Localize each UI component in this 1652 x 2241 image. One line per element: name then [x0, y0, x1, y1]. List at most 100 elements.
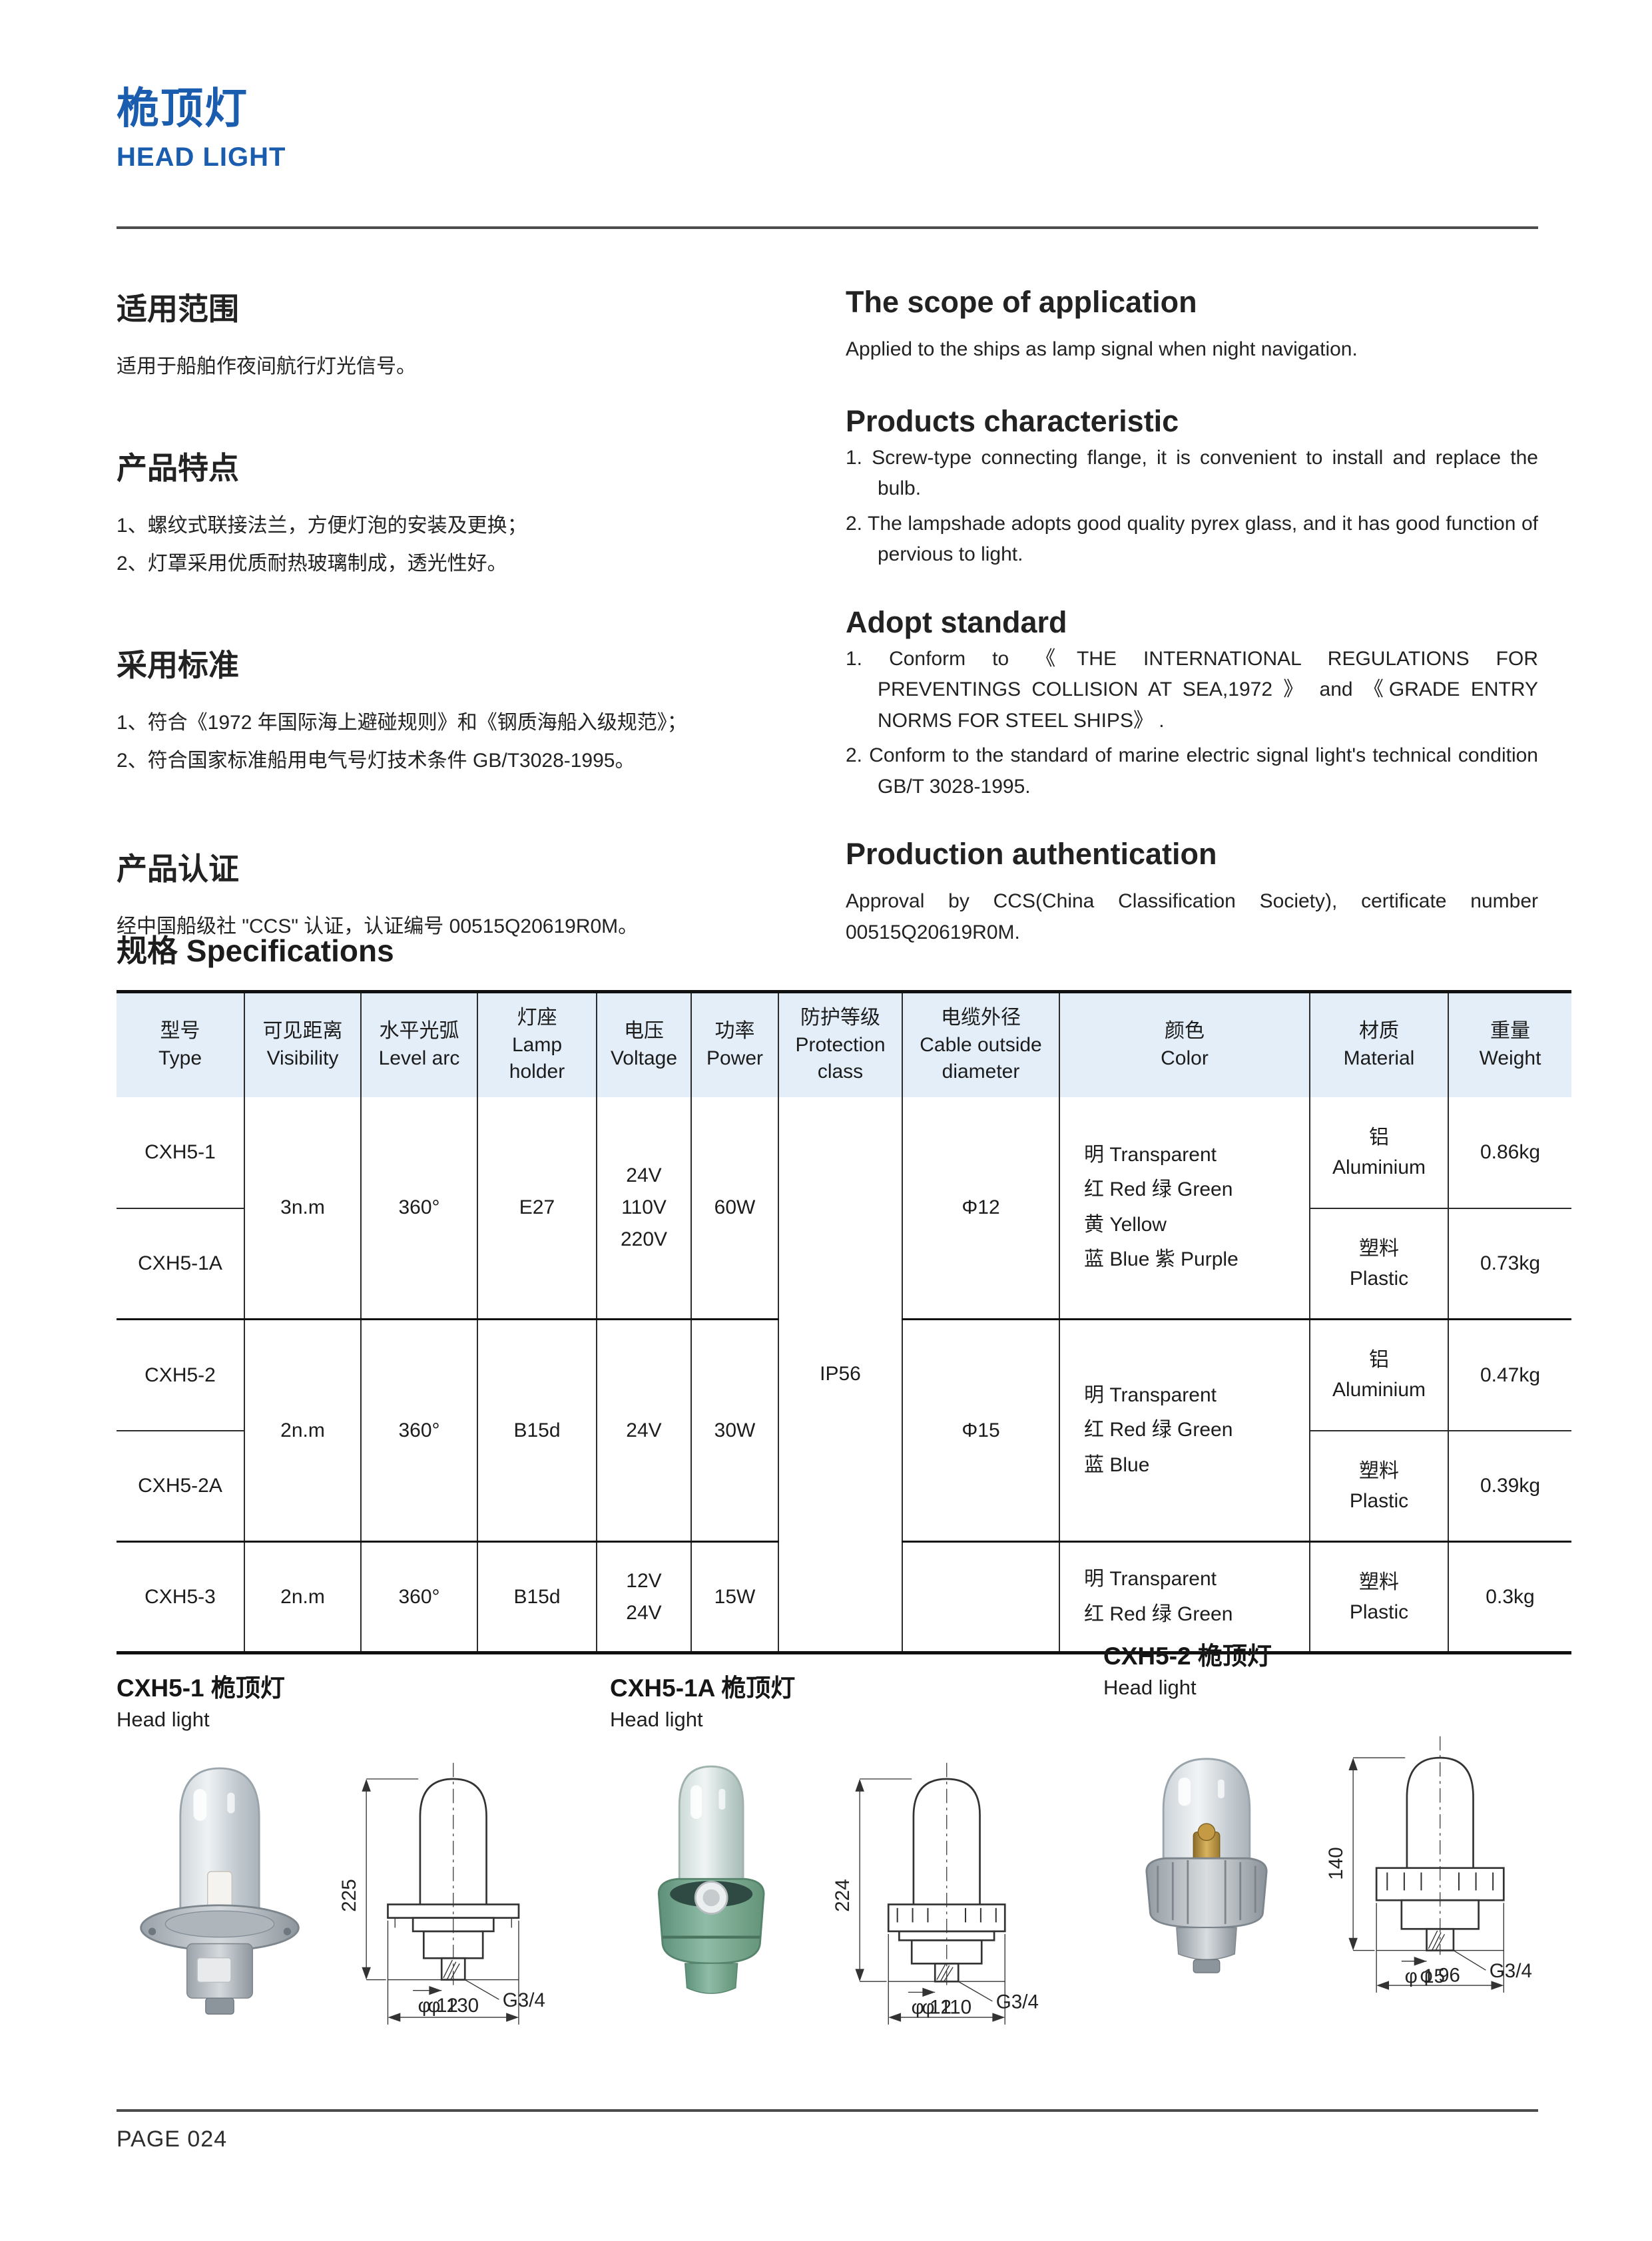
section-item: 2. The lampshade adopts good quality pyr… — [846, 512, 1538, 566]
col-header-material: 材质 Material — [1309, 991, 1448, 1097]
section-body-auth-en: Approval by CCS(China Classification Soc… — [846, 890, 1538, 943]
cell-material: 塑料 Plastic — [1309, 1429, 1448, 1542]
cell-color: 明 Transparent 红 Red 绿 Green 蓝 Blue — [1059, 1318, 1310, 1542]
cell-voltage: 24V — [596, 1318, 691, 1542]
cell-visibility: 2n.m — [244, 1541, 361, 1653]
product-subtitle: Head light — [610, 1708, 703, 1731]
svg-text:φ 12: φ 12 — [418, 1995, 458, 2017]
page-number: PAGE 024 — [117, 2126, 228, 2152]
cell-cable-diameter: Φ12 — [902, 1097, 1059, 1320]
product-photo — [140, 1767, 300, 2015]
cell-weight: 0.47kg — [1448, 1318, 1571, 1431]
product-block-cxh5-1: CXH5-1 桅顶灯 Head light — [117, 1668, 585, 2042]
product-title: CXH5-2 桅顶灯 — [1103, 1642, 1272, 1670]
col-header-voltage: 电压 Voltage — [596, 991, 691, 1097]
cell-protection-class: IP56 — [778, 1097, 902, 1653]
product-block-cxh5-1a: CXH5-1A 桅顶灯 Head light — [610, 1668, 1078, 2042]
cell-color: 明 Transparent 红 Red 绿 Green — [1059, 1541, 1310, 1653]
col-header-protection: 防护等级 Protection class — [778, 991, 902, 1097]
table-row: CXH5-1A 塑料 Plastic 0.73kg — [117, 1207, 1571, 1320]
svg-text:G3/4: G3/4 — [996, 1991, 1039, 2013]
product-title: CXH5-1 桅顶灯 — [117, 1674, 285, 1702]
cell-lamp-holder: E27 — [477, 1097, 597, 1320]
section-heading-features-cn: 产品特点 — [117, 451, 239, 485]
table-row: CXH5-2A 塑料 Plastic 0.39kg — [117, 1429, 1571, 1542]
specs-table: 型号 Type 可见距离 Visibility 水平光弧 Level arc 灯座 La… — [117, 990, 1571, 1654]
page-header: 桅顶灯 HEAD LIGHT — [117, 75, 286, 172]
product-block-cxh5-2: CXH5-2 桅顶灯 Head light — [1103, 1636, 1571, 2042]
col-header-power: 功率 Power — [690, 991, 778, 1097]
section-item: 2、符合国家标准船用电气号灯技术条件 GB/T3028-1995。 — [117, 750, 635, 772]
page-title-cn: 桅顶灯 — [117, 85, 248, 132]
page-title-en: HEAD LIGHT — [117, 142, 286, 172]
cell-material: 塑料 Plastic — [1309, 1541, 1448, 1653]
section-body-cert-cn: 经中国船级社 "CCS" 认证，认证编号 00515Q20619R0M。 — [117, 915, 639, 937]
svg-text:G3/4: G3/4 — [1490, 1960, 1532, 1982]
svg-text:φ 12: φ 12 — [912, 1997, 952, 2019]
product-subtitle: Head light — [1103, 1676, 1197, 1699]
product-title: CXH5-1A 桅顶灯 — [610, 1674, 796, 1702]
cell-color: 明 Transparent 红 Red 绿 Green 黄 Yellow 蓝 B… — [1059, 1097, 1310, 1320]
table-row: CXH5-2 2n.m 360° B15d 24V 30W Φ15 明 Tran… — [117, 1318, 1571, 1542]
svg-text:φ 15: φ 15 — [1405, 1965, 1445, 1987]
cell-level-arc: 360° — [360, 1318, 477, 1542]
dimension-drawing: 140 φ 15 G3/4 φ 96 — [1325, 1736, 1532, 1993]
cell-cable-diameter: Φ15 — [902, 1318, 1059, 1542]
col-header-type: 型号 Type — [117, 991, 244, 1097]
product-photo — [657, 1765, 765, 1994]
col-header-cable: 电缆外径 Cable outside diameter — [902, 991, 1059, 1097]
col-header-lamp-holder: 灯座 Lamp holder — [477, 991, 597, 1097]
product-photo — [1145, 1758, 1268, 1973]
svg-text:φ 130: φ 130 — [427, 1995, 479, 2017]
cell-weight: 0.39kg — [1448, 1429, 1571, 1542]
cell-level-arc: 360° — [360, 1541, 477, 1653]
section-heading-standard-en: Adopt standard — [846, 605, 1067, 639]
cell-power: 15W — [690, 1541, 778, 1653]
section-heading-auth-en: Production authentication — [846, 837, 1217, 871]
col-header-level-arc: 水平光弧 Level arc — [360, 991, 477, 1097]
specs-header-row: 型号 Type 可见距离 Visibility 水平光弧 Level arc 灯座 La… — [117, 991, 1571, 1097]
section-heading-standard-cn: 采用标准 — [117, 648, 239, 682]
cell-weight: 0.73kg — [1448, 1207, 1571, 1320]
cell-power: 30W — [690, 1318, 778, 1542]
cell-type: CXH5-2A — [117, 1429, 244, 1542]
cell-visibility: 2n.m — [244, 1318, 361, 1542]
col-header-visibility: 可见距离 Visibility — [244, 991, 361, 1097]
cell-type: CXH5-1 — [144, 1141, 216, 1163]
svg-text:140: 140 — [1325, 1847, 1347, 1879]
section-heading-features-en: Products characteristic — [846, 403, 1179, 438]
cell-weight: 0.86kg — [1448, 1097, 1571, 1208]
section-item: 2. Conform to the standard of marine ele… — [846, 744, 1538, 798]
col-header-color: 颜色 Color — [1059, 991, 1310, 1097]
dimension-drawing: 224 φ 12 G3/4 φ 110 — [832, 1762, 1039, 2025]
section-body-scope-cn: 适用于船舶作夜间航行灯光信号。 — [117, 356, 416, 377]
cell-material: 塑料 Plastic — [1309, 1207, 1448, 1320]
cell-type: CXH5-3 — [117, 1541, 244, 1653]
section-heading-scope-cn: 适用范围 — [117, 292, 239, 326]
dimension-drawing: 225 φ 12 G3/4 φ 130 — [338, 1762, 545, 2025]
intro-column-en: The scope of application Applied to the … — [846, 285, 1538, 948]
footer-rule — [117, 2109, 1538, 2112]
col-header-weight: 重量 Weight — [1448, 991, 1571, 1097]
intro-column-cn: 适用范围 适用于船舶作夜间航行灯光信号。 产品特点 1、螺纹式联接法兰，方便灯泡… — [117, 285, 782, 948]
cell-voltage: 24V 110V 220V — [596, 1097, 691, 1320]
section-heading-cert-cn: 产品认证 — [117, 852, 239, 886]
svg-text:φ 96: φ 96 — [1420, 1965, 1460, 1987]
cell-cable-diameter — [902, 1541, 1059, 1653]
section-item: 1. Conform to 《THE INTERNATIONAL REGULAT… — [846, 647, 1538, 732]
cell-power: 60W — [690, 1097, 778, 1320]
cell-voltage: 12V 24V — [596, 1541, 691, 1653]
cell-lamp-holder: B15d — [477, 1318, 597, 1542]
svg-text:224: 224 — [832, 1879, 854, 1911]
cell-type: CXH5-2 — [117, 1318, 244, 1431]
cell-material: 铝 Aluminium — [1309, 1097, 1448, 1208]
cell-visibility: 3n.m — [244, 1097, 361, 1320]
section-item: 1、螺纹式联接法兰，方便灯泡的安装及更换； — [117, 515, 527, 537]
section-item: 1. Screw-type connecting flange, it is c… — [846, 446, 1538, 500]
section-item: 1、符合《1972 年国际海上避碰规则》和《钢质海船入级规范》； — [117, 712, 687, 734]
product-subtitle: Head light — [117, 1708, 210, 1731]
header-rule — [117, 226, 1538, 229]
table-row: CXH5-3 2n.m 360° B15d 12V 24V 15W 明 Tran… — [117, 1541, 1571, 1653]
product-figures: CXH5-1 桅顶灯 Head light — [117, 1642, 1571, 2042]
